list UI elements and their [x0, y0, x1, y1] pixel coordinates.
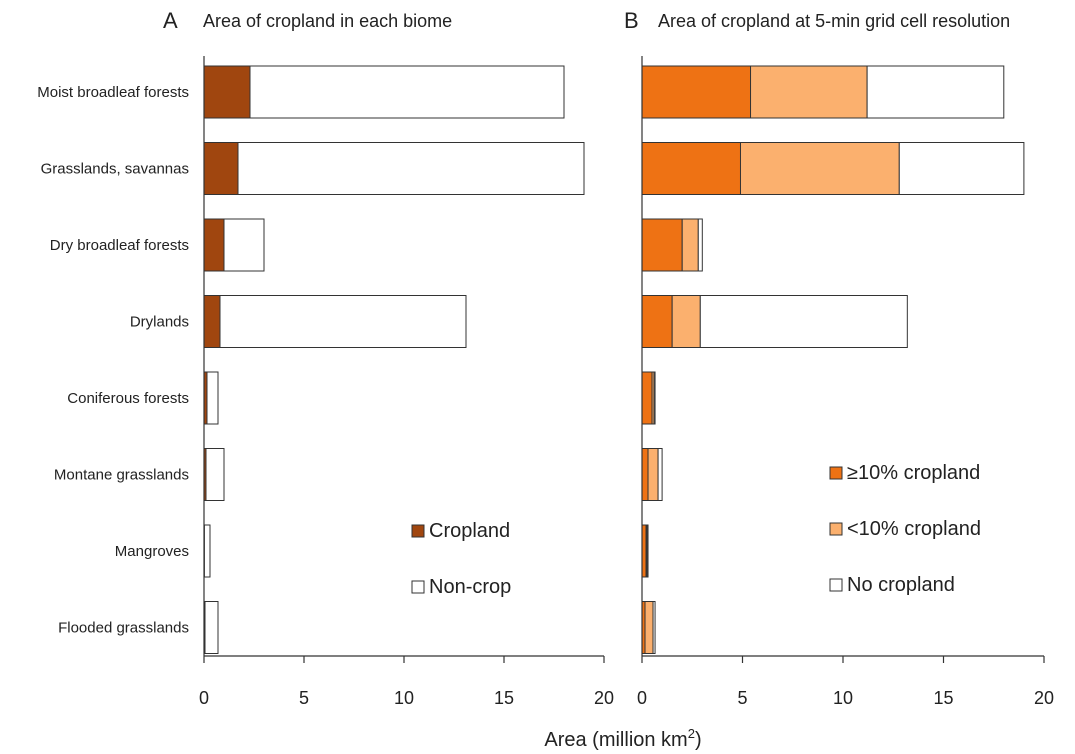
- category-label: Drylands: [130, 314, 189, 331]
- category-label: Dry broadleaf forests: [50, 237, 189, 254]
- panel-letter: B: [624, 8, 639, 33]
- category-label: Grasslands, savannas: [41, 161, 189, 178]
- bar-coniferous-forests-non-crop: [206, 371, 219, 425]
- bar-drylands-non-crop: [219, 295, 467, 348]
- panel-letter: A: [163, 8, 178, 33]
- bar-flooded-grasslands-non-crop: [204, 601, 219, 654]
- legend-swatch-cropland: [411, 524, 425, 538]
- x-tick-label: 10: [394, 688, 414, 708]
- bar-flooded-grasslands-no-cropland: [652, 601, 656, 654]
- x-tick-label: 0: [637, 688, 647, 708]
- bar-mangroves-no-cropland: [646, 524, 649, 578]
- category-label: Mangroves: [115, 543, 189, 560]
- category-label: Moist broadleaf forests: [37, 84, 189, 101]
- bar-grasslands-savannas-ge-10pct-cropland: [641, 142, 741, 195]
- panel-title: Area of cropland at 5-min grid cell reso…: [658, 11, 1010, 31]
- bar-montane-grasslands-ge-10pct-cropland: [641, 448, 649, 501]
- x-tick-label: 15: [933, 688, 953, 708]
- bar-dry-broadleaf-forests-non-crop: [223, 218, 265, 272]
- bar-drylands-ge-10pct-cropland: [641, 295, 673, 348]
- bar-mangroves-non-crop: [203, 524, 211, 578]
- legend-label-non-crop: Non-crop: [429, 576, 511, 598]
- bar-moist-broadleaf-forests-no-cropland: [866, 65, 1005, 119]
- bar-moist-broadleaf-forests-non-crop: [249, 65, 565, 119]
- x-tick-label: 0: [199, 688, 209, 708]
- bar-dry-broadleaf-forests-cropland: [203, 218, 225, 272]
- bar-flooded-grasslands-lt-10pct-cropland: [644, 601, 654, 654]
- x-tick-label: 5: [299, 688, 309, 708]
- x-tick-label: 20: [1034, 688, 1054, 708]
- legend-swatch-non-crop: [411, 580, 425, 594]
- category-label: Montane grasslands: [54, 467, 189, 484]
- bar-coniferous-forests-no-cropland: [653, 371, 656, 425]
- x-axis-label: Area (million km2): [544, 726, 701, 751]
- bar-dry-broadleaf-forests-no-cropland: [697, 218, 703, 272]
- legend-label-lt-10pct-cropland: <10% cropland: [847, 518, 981, 540]
- legend-label-ge-10pct-cropland: ≥10% cropland: [847, 462, 980, 484]
- category-label: Flooded grasslands: [58, 620, 189, 637]
- bar-mangroves-ge-10pct-cropland: [641, 524, 647, 578]
- bar-moist-broadleaf-forests-ge-10pct-cropland: [641, 65, 752, 119]
- legend-swatch-no-cropland: [829, 578, 843, 592]
- bar-montane-grasslands-lt-10pct-cropland: [647, 448, 659, 501]
- bar-coniferous-forests-ge-10pct-cropland: [641, 371, 653, 425]
- bar-moist-broadleaf-forests-lt-10pct-cropland: [750, 65, 868, 119]
- bar-grasslands-savannas-lt-10pct-cropland: [739, 142, 900, 195]
- x-tick-label: 20: [594, 688, 614, 708]
- bar-montane-grasslands-non-crop: [205, 448, 225, 501]
- legend-label-no-cropland: No cropland: [847, 574, 955, 596]
- bar-drylands-cropland: [203, 295, 221, 348]
- x-tick-label: 15: [494, 688, 514, 708]
- bar-grasslands-savannas-cropland: [203, 142, 239, 195]
- x-tick-label: 5: [737, 688, 747, 708]
- legend-swatch-ge-10pct-cropland: [829, 466, 843, 480]
- bar-grasslands-savannas-no-cropland: [898, 142, 1025, 195]
- x-tick-label: 10: [833, 688, 853, 708]
- category-label: Coniferous forests: [67, 390, 189, 407]
- bar-dry-broadleaf-forests-lt-10pct-cropland: [681, 218, 699, 272]
- legend-label-cropland: Cropland: [429, 520, 510, 542]
- bar-grasslands-savannas-non-crop: [237, 142, 585, 195]
- bar-moist-broadleaf-forests-cropland: [203, 65, 251, 119]
- panel-a: A Area of cropland in each biome Moist bro…: [37, 8, 614, 708]
- panel-title: Area of cropland in each biome: [203, 11, 452, 31]
- bar-drylands-lt-10pct-cropland: [671, 295, 701, 348]
- bar-drylands-no-cropland: [699, 295, 908, 348]
- bar-dry-broadleaf-forests-ge-10pct-cropland: [641, 218, 683, 272]
- panel-b: B Area of cropland at 5-min grid cell res…: [624, 8, 1054, 708]
- legend-swatch-lt-10pct-cropland: [829, 522, 843, 536]
- bar-montane-grasslands-no-cropland: [657, 448, 663, 501]
